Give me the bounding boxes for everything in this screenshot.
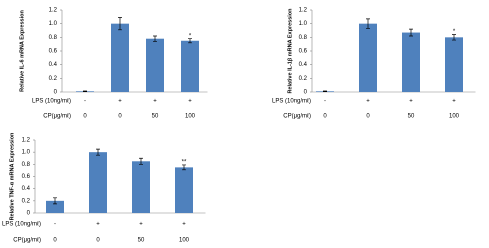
error-bar — [53, 197, 57, 205]
bar — [175, 167, 193, 213]
row-label: LPS (10ng/mℓ) — [272, 98, 311, 105]
bar — [445, 37, 463, 92]
y-axis-label: Relative IL-6 mRNA Expression — [19, 10, 25, 92]
row-value: 0 — [323, 114, 327, 120]
row-value: + — [452, 99, 456, 105]
row-label: LPS (10ng/mℓ) — [2, 221, 41, 228]
row-value: - — [324, 99, 326, 105]
row-value: 50 — [152, 114, 159, 120]
y-tick-label: 1.0 — [49, 21, 58, 27]
row-label: LPS (10ng/mℓ) — [32, 98, 71, 105]
row-label: CP(μg/mℓ) — [13, 237, 41, 244]
bar — [181, 40, 199, 92]
y-tick-label: 0.6 — [22, 174, 31, 180]
row-value: 100 — [449, 114, 460, 120]
error-bar — [83, 90, 87, 93]
row-value: 100 — [185, 114, 196, 120]
row-value: + — [139, 222, 143, 228]
row-value: 100 — [179, 238, 190, 244]
y-tick-label: 0.2 — [22, 198, 31, 204]
y-tick-label: 1.0 — [299, 21, 308, 27]
bar — [402, 32, 420, 92]
row-value: 0 — [366, 114, 370, 120]
row-value: + — [366, 99, 370, 105]
error-bar — [96, 148, 100, 156]
error-bar — [139, 157, 143, 165]
bar — [132, 161, 150, 213]
row-value: + — [182, 222, 186, 228]
y-tick-label: 0 — [54, 90, 58, 96]
bar — [46, 200, 64, 213]
y-tick-label: 0.8 — [22, 162, 31, 168]
y-tick-label: 0.8 — [299, 35, 308, 41]
error-bar — [452, 34, 456, 41]
row-value: + — [153, 99, 157, 105]
y-tick-label: 1.2 — [299, 8, 308, 14]
row-value: 0 — [83, 114, 87, 120]
bar — [89, 152, 107, 213]
error-bar — [153, 35, 157, 42]
bar — [359, 23, 377, 93]
row-value: + — [188, 99, 192, 105]
row-value: - — [84, 99, 86, 105]
row-value: 0 — [96, 238, 100, 244]
y-tick-label: 0.6 — [299, 49, 308, 55]
y-tick-label: 1.0 — [22, 150, 31, 156]
row-value: 0 — [118, 114, 122, 120]
significance-mark: ** — [182, 160, 187, 166]
error-bar — [409, 28, 413, 37]
bar — [111, 23, 129, 93]
row-value: + — [118, 99, 122, 105]
error-bar — [323, 90, 327, 93]
significance-mark: * — [189, 33, 192, 39]
row-value: + — [96, 222, 100, 228]
y-tick-label: 1.2 — [22, 138, 31, 144]
row-label: CP(μg/mℓ) — [283, 113, 311, 120]
error-bar — [182, 164, 186, 171]
y-tick-label: 0.4 — [22, 186, 31, 192]
y-tick-label: 0 — [27, 211, 31, 217]
y-tick-label: 0.8 — [49, 35, 58, 41]
row-value: - — [54, 222, 56, 228]
y-tick-label: 1.2 — [49, 8, 58, 14]
error-bar — [188, 38, 192, 44]
y-tick-label: 0.6 — [49, 49, 58, 55]
significance-mark: * — [453, 29, 456, 35]
y-axis-label: Relative IL-1β mRNA Expression — [287, 8, 293, 94]
y-tick-label: 0.4 — [299, 62, 308, 68]
y-tick-label: 0.4 — [49, 62, 58, 68]
y-tick-label: 0 — [304, 90, 308, 96]
error-bar — [366, 18, 370, 29]
row-value: 50 — [138, 238, 145, 244]
row-value: 0 — [53, 238, 57, 244]
bar — [146, 38, 164, 92]
error-bar — [118, 17, 122, 31]
row-value: 50 — [408, 114, 415, 120]
row-label: CP(μg/mℓ) — [43, 113, 71, 120]
y-tick-label: 0.2 — [49, 76, 58, 82]
y-axis-label: Relative TNF-α mRNA Expression — [9, 132, 15, 220]
row-value: + — [409, 99, 413, 105]
y-tick-label: 0.2 — [299, 76, 308, 82]
